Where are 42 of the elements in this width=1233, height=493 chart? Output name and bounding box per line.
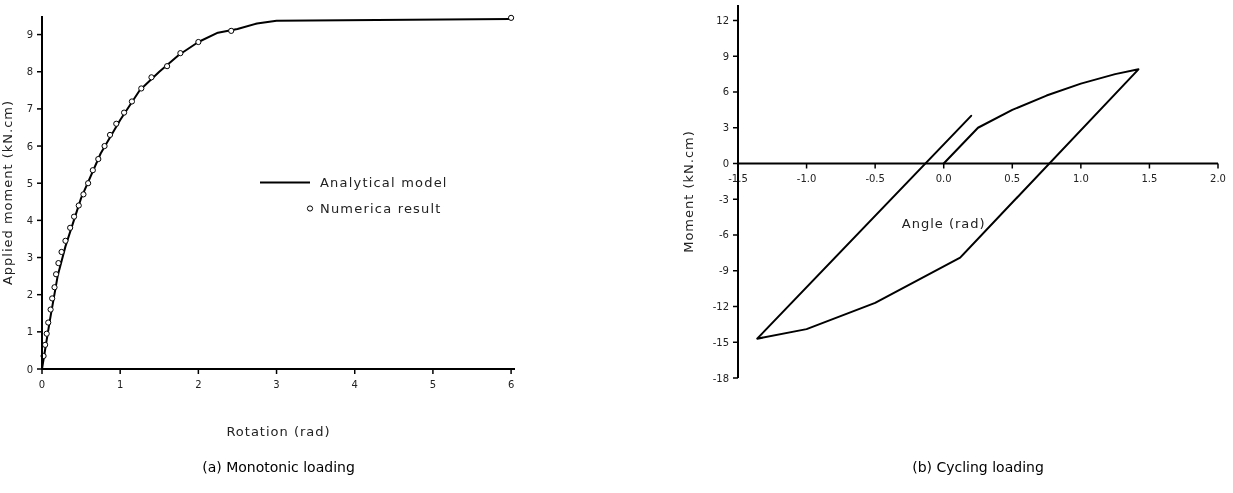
y-tick-label: 6	[722, 86, 729, 98]
x-tick-label: 1	[116, 379, 124, 390]
y-tick-label: 3	[722, 122, 729, 134]
x-tick-label: 1.5	[1141, 173, 1158, 185]
text: (b) Cycling loading	[912, 459, 1044, 475]
x-tick-label: 3	[273, 379, 280, 390]
x-tick-label: 4	[351, 379, 358, 390]
y-axis-title: Moment (kN.cm)	[681, 130, 696, 253]
x-tick-label: 2	[195, 379, 202, 390]
y-tick-label: -6	[719, 229, 729, 241]
y-tick-label: 6	[26, 140, 33, 152]
y-tick-label: 9	[26, 29, 33, 41]
y-tick-label: 8	[26, 66, 33, 78]
x-axis-title: Rotation (rad)	[226, 423, 331, 439]
x-axis-title: Angle (rad)	[901, 215, 986, 231]
y-tick-label: 0	[722, 158, 729, 169]
x-tick-label: -1.0	[796, 173, 817, 185]
y-tick-label: -3	[719, 193, 729, 205]
y-tick-label: 2	[26, 289, 33, 301]
y-tick-label: 4	[26, 214, 33, 226]
y-tick-label: -9	[719, 265, 729, 277]
y-tick-label: -12	[712, 301, 729, 312]
y-tick-label: 9	[722, 50, 729, 62]
y-tick-label: 12	[716, 14, 729, 26]
y-tick-label: 0	[26, 363, 33, 375]
y-axis-title: Applied moment (kN.cm)	[0, 99, 15, 286]
x-tick-label: -0.5	[865, 173, 885, 185]
x-tick-label: 0.0	[935, 173, 952, 185]
x-tick-label: 2.0	[1210, 173, 1226, 185]
y-tick-label: -18	[712, 372, 729, 384]
x-tick-label: 5	[429, 379, 437, 390]
x-tick-label: 6	[507, 379, 515, 390]
text: (a) Monotonic loading	[202, 459, 355, 475]
x-tick-label: 0.5	[1004, 173, 1021, 185]
x-tick-label: 0	[38, 379, 46, 390]
y-tick-label: -15	[712, 336, 729, 348]
y-tick-label: 7	[26, 103, 33, 115]
legend-label: Analytical model	[320, 175, 448, 191]
x-tick-label: 1.0	[1072, 173, 1089, 185]
legend-label: Numerica result	[320, 201, 442, 217]
y-tick-label: 1	[26, 326, 33, 338]
y-tick-label: 3	[26, 252, 33, 264]
